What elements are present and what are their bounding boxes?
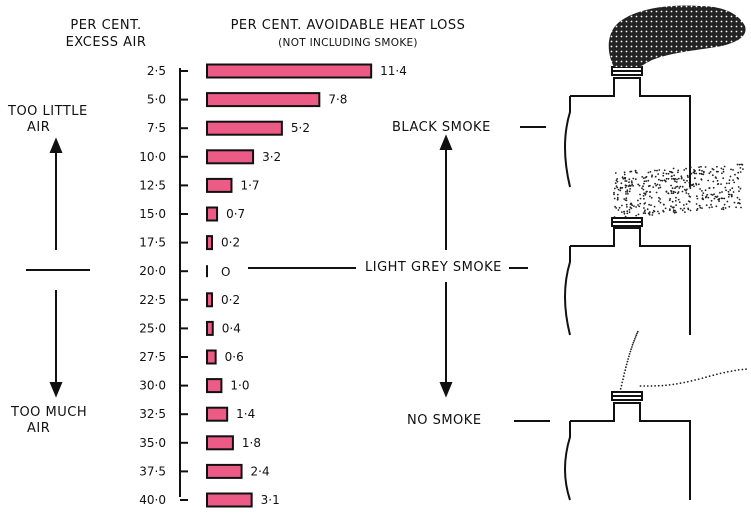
- bar: [206, 120, 283, 136]
- category-label: 37·5: [139, 464, 166, 478]
- bar: [206, 406, 229, 422]
- no-smoke-label: NO SMOKE: [407, 413, 482, 428]
- bar: [206, 435, 234, 451]
- too-much-air-label-line2: AIR: [27, 421, 51, 436]
- light-grey-smoke-plume: [613, 163, 744, 218]
- bar: [206, 92, 321, 108]
- value-label: 0·4: [222, 321, 241, 335]
- category-label: 17·5: [139, 236, 166, 250]
- bar: [206, 292, 213, 308]
- too-little-air-label-line1: TOO LITTLE: [8, 104, 88, 119]
- category-label: 2·5: [147, 64, 166, 78]
- excess-air-header-line2: EXCESS AIR: [65, 35, 147, 50]
- light-grey-smoke-label: LIGHT GREY SMOKE: [365, 260, 502, 275]
- category-label: 20·0: [139, 264, 166, 278]
- bar: [206, 177, 233, 193]
- black-smoke-label: BLACK SMOKE: [392, 120, 491, 135]
- category-label: 12·5: [139, 178, 166, 192]
- value-label: 1·4: [236, 407, 255, 421]
- value-label: 0·7: [226, 207, 245, 221]
- category-label: 30·0: [139, 379, 166, 393]
- too-little-air-label-line2: AIR: [27, 120, 51, 135]
- heat-loss-header-line2: (NOT INCLUDING SMOKE): [278, 37, 418, 49]
- value-label: 7·8: [328, 93, 347, 107]
- chimney-black-smoke: [564, 66, 691, 188]
- category-label: 32·5: [139, 407, 166, 421]
- category-label: 5·0: [147, 93, 166, 107]
- too-much-air-label-line1: TOO MUCH: [11, 405, 88, 420]
- value-label: 1·8: [242, 436, 261, 450]
- value-label: 3·1: [261, 493, 280, 507]
- category-label: 10·0: [139, 150, 166, 164]
- category-label: 15·0: [139, 207, 166, 221]
- too-much-air-arrow: [49, 290, 63, 398]
- bar: [206, 206, 219, 222]
- category-label: 27·5: [139, 350, 166, 364]
- value-label: 3·2: [262, 150, 281, 164]
- smoke-arrow-up: [439, 134, 453, 250]
- category-label: 40·0: [139, 493, 166, 507]
- value-label: 0·2: [221, 293, 240, 307]
- chimney-no-smoke: [564, 391, 691, 501]
- value-label: 0·6: [225, 350, 244, 364]
- bar: [206, 235, 213, 251]
- category-label: 25·0: [139, 321, 166, 335]
- black-smoke-plume: [608, 5, 746, 68]
- value-label: 1·0: [230, 379, 249, 393]
- bar: [206, 492, 253, 508]
- value-label: 0·2: [221, 236, 240, 250]
- category-label: 35·0: [139, 436, 166, 450]
- category-label: 7·5: [147, 121, 166, 135]
- smoke-arrow-down: [439, 282, 453, 398]
- chimney-light-grey-smoke: [564, 217, 691, 336]
- value-label: 11·4: [380, 64, 407, 78]
- excess-air-header-line1: PER CENT.: [70, 18, 142, 33]
- faint-smoke-trail: [619, 330, 747, 393]
- value-label: O: [221, 265, 230, 279]
- category-label: 22·5: [139, 293, 166, 307]
- bar: [206, 463, 243, 479]
- value-label: 2·4: [251, 464, 270, 478]
- bar: [206, 349, 217, 365]
- value-label: 5·2: [291, 121, 310, 135]
- too-little-air-arrow: [49, 137, 63, 250]
- heat-loss-header-line1: PER CENT. AVOIDABLE HEAT LOSS: [230, 18, 466, 33]
- bar: [206, 149, 255, 165]
- bar: [206, 378, 223, 394]
- bar: [206, 320, 214, 336]
- value-label: 1·7: [240, 178, 259, 192]
- bar: [206, 63, 373, 79]
